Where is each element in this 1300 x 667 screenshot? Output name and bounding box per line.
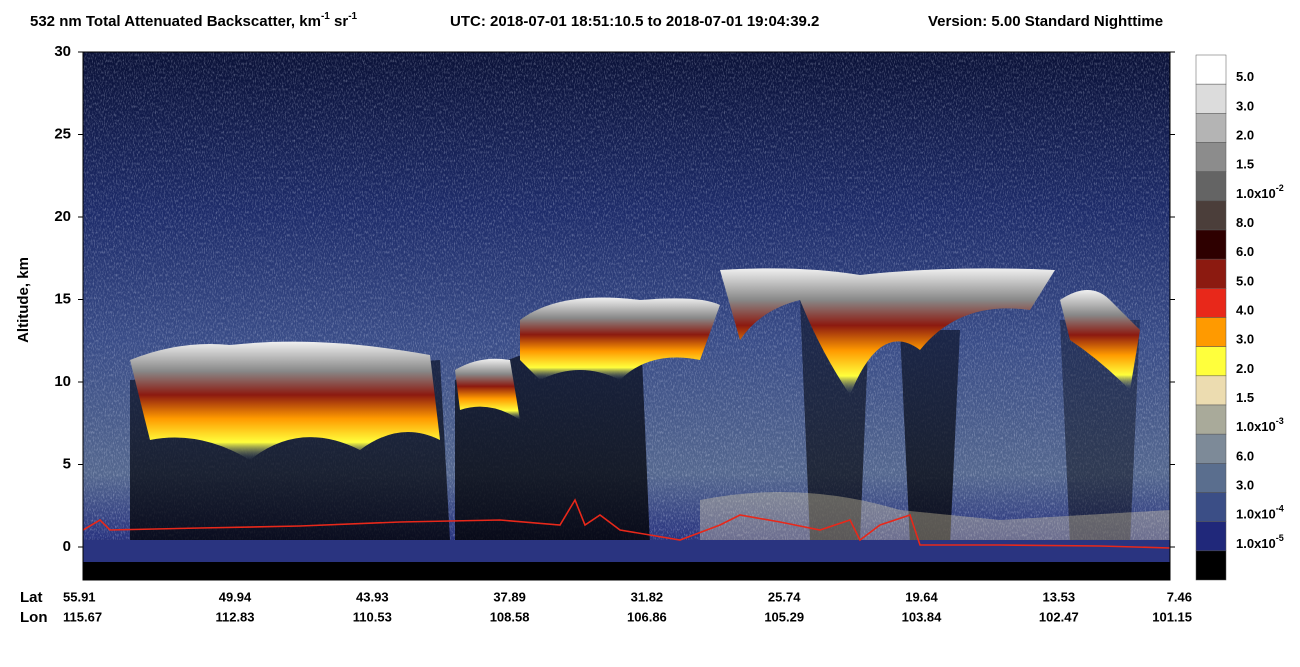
colorbar-label: 8.0 [1236,215,1254,230]
colorbar-label-text: 4.0 [1236,303,1254,318]
lon-label: 103.84 [902,609,943,624]
colorbar-swatch [1195,200,1227,231]
y-tick-label: 15 [54,290,71,307]
colorbar-label-text: 6.0 [1236,245,1254,260]
backscatter-image [82,51,1171,581]
colorbar-label-exp: -3 [1276,417,1284,427]
colorbar-label: 1.0x10-4 [1236,504,1284,522]
lat-label: 31.82 [631,589,664,604]
lon-label: 102.47 [1039,609,1079,624]
colorbar-label-exp: -2 [1276,183,1284,193]
colorbar-label-exp: -4 [1276,504,1284,514]
colorbar-label-text: 1.0x10 [1236,536,1276,551]
colorbar-swatch [1195,142,1227,172]
colorbar-swatch [1195,288,1227,318]
lat-label: Lat [20,589,43,606]
colorbar-label-exp: -5 [1276,533,1284,543]
colorbar-swatch [1195,317,1227,347]
y-tick-label: 0 [63,538,71,555]
lon-label: 105.29 [764,609,804,624]
title-text: sr [330,13,349,30]
colorbar-label: 3.0 [1236,332,1254,347]
y-tick-label: 30 [54,43,71,60]
y-tick-label: 10 [54,373,71,390]
colorbar-label-text: 2.0 [1236,361,1254,376]
lon-label: 115.67 [63,609,102,624]
colorbar-swatch [1195,83,1227,114]
colorbar-swatch [1195,375,1227,406]
colorbar-label: 3.0 [1236,478,1254,493]
colorbar-label: 2.0 [1236,128,1254,143]
colorbar-swatch [1195,492,1227,522]
lat-label: 43.93 [356,589,389,604]
title-exp: -1 [348,11,357,22]
colorbar-label-text: 5.0 [1236,70,1254,85]
colorbar-label: 2.0 [1236,361,1254,376]
lon-label: 112.83 [215,609,254,624]
y-tick-label: 20 [54,208,71,225]
lat-label: 19.64 [905,589,938,604]
lon-label: 108.58 [490,609,530,624]
colorbar-label-text: 3.0 [1236,99,1254,114]
colorbar-swatch [1195,229,1227,260]
colorbar-swatch [1195,521,1227,552]
colorbar-label-text: 3.0 [1236,332,1254,347]
colorbar-label: 1.0x10-2 [1236,183,1284,201]
lat-label: 55.91 [63,589,96,604]
lon-label: 101.15 [1152,609,1192,624]
lon-label: 106.86 [627,609,667,624]
lon-label: Lon [20,609,48,626]
colorbar-label-text: 2.0 [1236,128,1254,143]
lat-label: 7.46 [1167,589,1192,604]
colorbar-label: 6.0 [1236,245,1254,260]
colorbar-label-text: 1.0x10 [1236,507,1276,522]
chart-title: 532 nm Total Attenuated Backscatter, km-… [30,11,358,30]
colorbar-swatch [1195,346,1227,377]
y-axis-label: Altitude, km [15,257,32,343]
colorbar-label-text: 1.5 [1236,390,1254,405]
colorbar-swatch [1195,463,1227,493]
lon-label: 110.53 [353,609,392,624]
colorbar-label-text: 1.5 [1236,157,1254,172]
colorbar-label: 1.5 [1236,390,1254,405]
colorbar-swatch [1195,258,1227,289]
colorbar-label-text: 6.0 [1236,449,1254,464]
colorbar-label: 5.0 [1236,70,1254,85]
colorbar-label-text: 8.0 [1236,215,1254,230]
colorbar-label: 5.0 [1236,274,1254,289]
colorbar-label: 6.0 [1236,449,1254,464]
colorbar-label: 1.5 [1236,157,1254,172]
title-exp: -1 [321,11,330,22]
colorbar-label-text: 1.0x10 [1236,420,1276,435]
colorbar-label-text: 3.0 [1236,478,1254,493]
colorbar-swatch [1195,550,1227,581]
version: Version: 5.00 Standard Nighttime [928,13,1163,30]
y-tick-label: 25 [54,125,71,142]
colorbar-swatch [1195,113,1227,143]
colorbar-label: 1.0x10-3 [1236,417,1284,435]
colorbar-swatch [1195,433,1227,464]
lat-label: 49.94 [219,589,252,604]
lat-label: 37.89 [493,589,526,604]
colorbar-swatch [1195,171,1227,202]
lat-label: 13.53 [1043,589,1076,604]
colorbar-label-text: 1.0x10 [1236,186,1276,201]
y-tick-label: 5 [63,455,71,472]
subtitle: UTC: 2018-07-01 18:51:10.5 to 2018-07-01… [450,13,819,30]
title-text: 532 nm Total Attenuated Backscatter, km [30,13,321,30]
colorbar-label: 1.0x10-5 [1236,533,1284,551]
lat-label: 25.74 [768,589,801,604]
colorbar-swatch [1195,404,1227,435]
colorbar-label: 3.0 [1236,99,1254,114]
colorbar-swatch [1195,54,1227,85]
colorbar-label-text: 5.0 [1236,274,1254,289]
colorbar-label: 4.0 [1236,303,1254,318]
